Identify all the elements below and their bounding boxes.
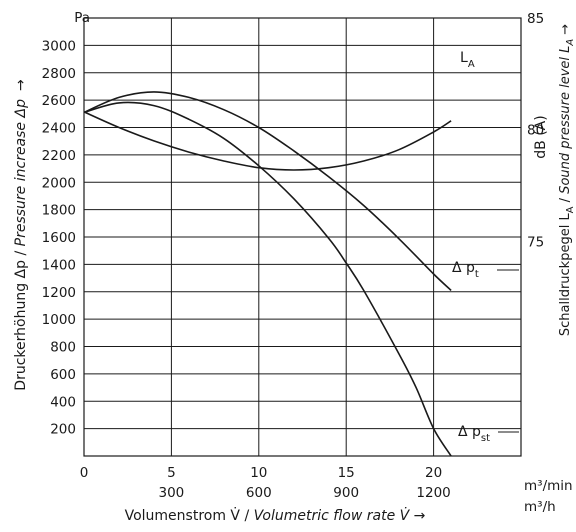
series-label-la: LA bbox=[460, 50, 475, 70]
y-tick-label: 800 bbox=[50, 340, 76, 356]
y-tick-label: 3000 bbox=[42, 38, 76, 54]
series-line-pst bbox=[83, 101, 452, 457]
y-tick-label: 1000 bbox=[42, 312, 76, 328]
y-tick-label: 2800 bbox=[42, 66, 76, 82]
y-axis-title-left: Druckerhöhung Δp / Pressure increase Δp→ bbox=[13, 79, 29, 391]
y-tick-label: 2200 bbox=[42, 148, 76, 164]
grid bbox=[84, 18, 521, 456]
x-tick-label: 15 bbox=[338, 465, 355, 481]
y-tick-label: 2600 bbox=[42, 93, 76, 109]
y-tick-label: 600 bbox=[50, 367, 76, 383]
left-unit-label: Pa bbox=[74, 10, 90, 26]
x-tick-label: 20 bbox=[425, 465, 442, 481]
y-tick-label: 1200 bbox=[42, 285, 76, 301]
series-label-pt: Δ pt bbox=[452, 260, 479, 280]
x2-tick-label: 600 bbox=[246, 485, 272, 501]
tick-labels: 0 5 10 15 20 300 600 900 1200 200 400 600 800 1000 120… bbox=[42, 11, 545, 501]
series-label-pst: Δ pst bbox=[458, 424, 490, 444]
right-tick-label: 75 bbox=[527, 234, 544, 250]
y-tick-label: 1400 bbox=[42, 257, 76, 273]
plot-frame bbox=[83, 17, 522, 457]
y-tick-label: 200 bbox=[50, 422, 76, 438]
x-tick-label: 0 bbox=[80, 465, 89, 481]
x2-tick-label: 300 bbox=[159, 485, 185, 501]
x-axis-title: Volumenstrom V̇ / Volumetric flow rate V… bbox=[125, 507, 426, 524]
x-unit-label-h: m³/h bbox=[524, 499, 556, 515]
curves bbox=[83, 91, 452, 457]
y-tick-label: 2400 bbox=[42, 121, 76, 137]
y-tick-label: 1600 bbox=[42, 230, 76, 246]
x-tick-label: 10 bbox=[250, 465, 267, 481]
series-line-pt bbox=[83, 91, 452, 291]
y-axis-title-right: Schalldruckpegel LA / Sound pressure lev… bbox=[558, 24, 576, 336]
y-tick-label: 400 bbox=[50, 394, 76, 410]
right-tick-label: 85 bbox=[527, 11, 544, 27]
y-tick-label: 2000 bbox=[42, 175, 76, 191]
x2-tick-label: 900 bbox=[333, 485, 359, 501]
right-tick-label: 80 bbox=[527, 123, 544, 139]
series-line-la bbox=[83, 111, 452, 171]
y-tick-label: 1800 bbox=[42, 203, 76, 219]
x2-tick-label: 1200 bbox=[416, 485, 450, 501]
right-unit-label: dB (A) bbox=[533, 115, 549, 158]
x-tick-label: 5 bbox=[167, 465, 176, 481]
x-unit-label-min: m³/min bbox=[524, 478, 573, 494]
